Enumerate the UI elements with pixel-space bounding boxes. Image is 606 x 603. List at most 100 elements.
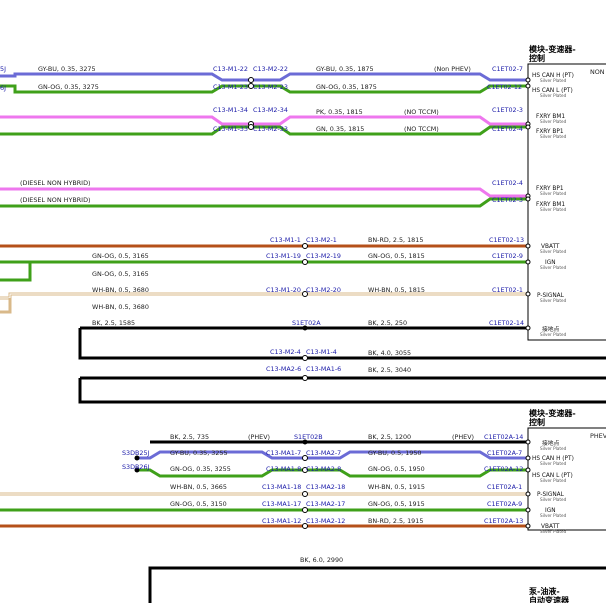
wire-labels: GY-BU, 0.35, 3275 GN-OG, 0.35, 3275 GY-B… (38, 65, 425, 564)
wire-ground-pump[interactable] (148, 566, 606, 603)
svg-text:BN-RD, 2.5, 1915: BN-RD, 2.5, 1915 (368, 517, 423, 525)
svg-text:WH-BN, 0.5, 3680: WH-BN, 0.5, 3680 (92, 286, 149, 294)
svg-text:Silver Plated: Silver Plated (540, 513, 567, 518)
svg-text:(NO TCCM): (NO TCCM) (404, 125, 439, 133)
pin-ids-top[interactable]: C1ET02-7 C1ET02-12 C1ET02-3 C1ET02-4 C1E… (487, 65, 524, 327)
svg-text:FXRY BM1: FXRY BM1 (536, 202, 565, 208)
svg-text:Silver Plated: Silver Plated (540, 119, 567, 124)
splice-dot-18 (302, 523, 308, 529)
svg-text:GN, 0.35, 1815: GN, 0.35, 1815 (316, 125, 364, 133)
svg-text:(PHEV): (PHEV) (248, 433, 270, 441)
svg-text:C13-M2-34: C13-M2-34 (253, 106, 288, 114)
splice-dot-11 (302, 439, 308, 445)
svg-text:C1ET02-14: C1ET02-14 (489, 319, 524, 327)
module-pins (525, 77, 531, 529)
svg-text:(DIESEL NON HYBRID): (DIESEL NON HYBRID) (20, 196, 90, 204)
svg-text:C1ET02A-9: C1ET02A-9 (487, 500, 522, 508)
svg-text:Silver Plated: Silver Plated (540, 478, 567, 483)
pin-ids-bottom[interactable]: C1ET02A-14 C1ET02A-7 C1ET02A-12 C1ET02A-… (484, 433, 523, 525)
svg-text:BK, 2.5, 1200: BK, 2.5, 1200 (368, 433, 411, 441)
svg-text:HS CAN L (PT): HS CAN L (PT) (532, 88, 573, 94)
svg-text:Silver Plated: Silver Plated (540, 497, 567, 502)
left-conn-s3db25j[interactable]: S3DB25J (122, 449, 150, 457)
svg-text:GN-OG, 0.5, 1950: GN-OG, 0.5, 1950 (368, 465, 425, 473)
tcm-top-title-2: 控制 (529, 53, 545, 63)
left-conn-s3db26j[interactable]: S3DB26J (122, 463, 150, 471)
wire-diesel-green[interactable] (0, 197, 528, 208)
svg-text:C13-M2-20: C13-M2-20 (306, 286, 341, 294)
svg-text:C13-MA1-6: C13-MA1-6 (306, 365, 341, 373)
pin-names-bottom: 接地点 Silver Plated HS CAN H (PT) Silver P… (532, 439, 574, 534)
svg-text:C13-M1-23: C13-M1-23 (213, 83, 248, 91)
splice-dot-16 (302, 491, 308, 497)
splice-dot-1 (248, 77, 254, 83)
svg-text:Silver Plated: Silver Plated (540, 529, 567, 534)
svg-text:Silver Plated: Silver Plated (540, 207, 567, 212)
tcm-top-title-1: 模块-变速器- (529, 44, 576, 54)
svg-text:GY-BU, 0.35, 1875: GY-BU, 0.35, 1875 (316, 65, 374, 73)
svg-text:C13-M1-19: C13-M1-19 (266, 252, 301, 260)
svg-text:WH-BN, 0.5, 1815: WH-BN, 0.5, 1815 (368, 286, 425, 294)
wire-pink-fxry[interactable] (0, 115, 528, 126)
pump-title-1: 泵-油液- (529, 586, 560, 596)
svg-text:P-SIGNAL: P-SIGNAL (537, 293, 565, 299)
svg-text:C1ET02A-13: C1ET02A-13 (484, 517, 523, 525)
splice-dot-15 (302, 467, 308, 473)
splice-dot-4 (248, 124, 254, 130)
connector-ids[interactable]: C13-M1-22 C13-M2-22 C13-M1-23 C13-M2-23 … (213, 65, 345, 525)
svg-text:C1ET02-3: C1ET02-3 (492, 196, 523, 204)
splice-dot-10 (302, 375, 308, 381)
tcm-module-top[interactable]: 模块-变速器- 控制 (527, 44, 606, 341)
svg-text:HS CAN H (PT): HS CAN H (PT) (532, 73, 574, 79)
edge-note-phev: PHEV (590, 432, 606, 440)
svg-text:P-SIGNAL: P-SIGNAL (537, 492, 565, 498)
wire-ground-top[interactable] (78, 326, 606, 404)
left-conn-5j[interactable]: 5J (0, 65, 6, 73)
svg-text:C1ET02-12: C1ET02-12 (487, 83, 522, 91)
pump-title-2: 自动变速器 (529, 595, 570, 603)
splice-dot-5 (302, 243, 308, 249)
svg-text:C13-MA2-18: C13-MA2-18 (306, 483, 345, 491)
svg-text:WH-BN, 0.5, 3680: WH-BN, 0.5, 3680 (92, 303, 149, 311)
svg-text:C13-M2-23: C13-M2-23 (253, 83, 288, 91)
svg-text:GY-BU, 0.35, 3255: GY-BU, 0.35, 3255 (170, 449, 228, 457)
wire-psignal[interactable] (0, 292, 528, 314)
svg-text:BK, 6.0, 2990: BK, 6.0, 2990 (300, 556, 343, 564)
tcm-bottom-title-2: 控制 (529, 417, 545, 427)
pump-module[interactable]: 泵-油液- 自动变速器 (529, 586, 570, 603)
svg-text:C13-M2-4: C13-M2-4 (270, 348, 301, 356)
svg-text:VBATT: VBATT (541, 244, 560, 250)
svg-text:Silver Plated: Silver Plated (540, 446, 567, 451)
svg-text:C1ET02-9: C1ET02-9 (492, 252, 523, 260)
svg-text:Silver Plated: Silver Plated (540, 134, 567, 139)
svg-text:C1ET02-7: C1ET02-7 (492, 65, 523, 73)
splice-dot-7 (302, 291, 308, 297)
svg-text:GN-OG, 0.5, 3150: GN-OG, 0.5, 3150 (170, 500, 227, 508)
svg-text:Silver Plated: Silver Plated (540, 332, 567, 337)
wire-green-fxry[interactable] (0, 125, 528, 136)
svg-text:PK, 0.35, 1815: PK, 0.35, 1815 (316, 108, 363, 116)
svg-text:FXRY BP1: FXRY BP1 (536, 186, 564, 192)
wire-ign-green[interactable] (0, 260, 528, 282)
svg-text:C13-MA2-6: C13-MA2-6 (266, 365, 301, 373)
svg-text:Silver Plated: Silver Plated (540, 78, 567, 83)
svg-text:Silver Plated: Silver Plated (540, 191, 567, 196)
left-conn-6j[interactable]: 6J (0, 84, 6, 92)
wire-ground-bottom[interactable] (150, 440, 528, 480)
tcm-module-bottom[interactable]: 模块-变速器- 控制 (527, 408, 606, 531)
wire-can-h-top[interactable] (0, 72, 528, 82)
svg-text:C13-M1-20: C13-M1-20 (266, 286, 301, 294)
splice-dot-14 (302, 455, 308, 461)
svg-text:BN-RD, 2.5, 1815: BN-RD, 2.5, 1815 (368, 236, 423, 244)
svg-text:VBATT: VBATT (541, 524, 560, 530)
splice-dot-8 (302, 325, 308, 331)
svg-text:C1ET02-4: C1ET02-4 (492, 125, 523, 133)
wire-diesel-pink[interactable] (0, 187, 528, 198)
svg-text:Silver Plated: Silver Plated (540, 93, 567, 98)
svg-text:C1ET02A-12: C1ET02A-12 (484, 465, 523, 473)
svg-text:C1ET02A-1: C1ET02A-1 (487, 483, 522, 491)
svg-text:BK, 2.5, 735: BK, 2.5, 735 (170, 433, 209, 441)
tcm-bottom-title-1: 模块-变速器- (529, 408, 576, 418)
svg-text:C13-M1-4: C13-M1-4 (306, 348, 337, 356)
